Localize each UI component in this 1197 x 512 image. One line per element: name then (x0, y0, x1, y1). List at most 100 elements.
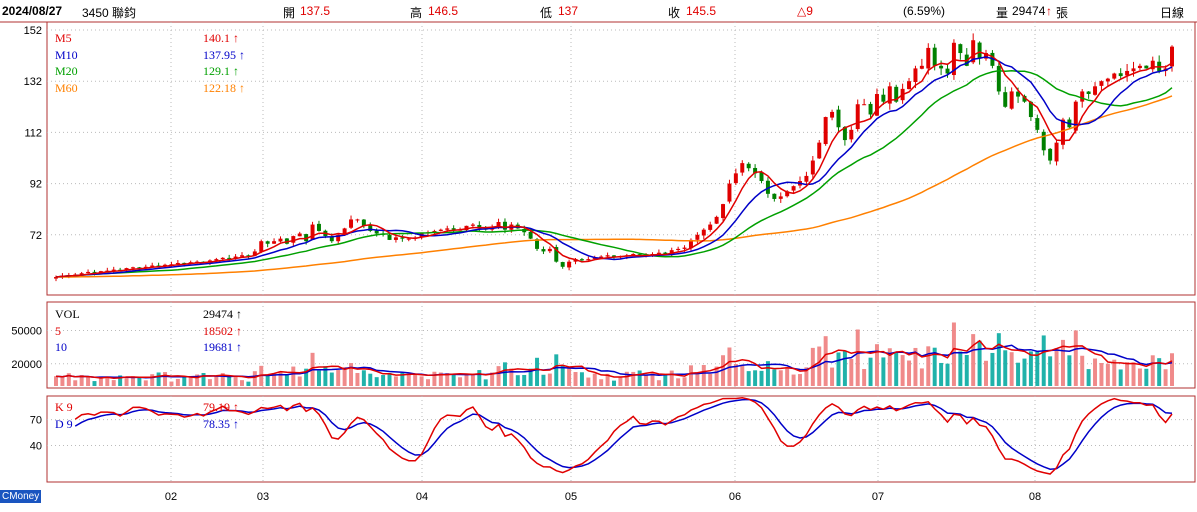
volume-bar (984, 360, 988, 386)
change-value: △9 (797, 4, 813, 18)
volume-bar (483, 379, 488, 386)
x-tick-label: 03 (257, 491, 269, 503)
candle-body (791, 186, 796, 191)
volume-bar (515, 375, 520, 386)
volume-bar (464, 373, 469, 386)
candle-body (111, 269, 116, 271)
volume-bar (240, 380, 244, 386)
volume-bar (990, 352, 995, 386)
volume-bar (207, 379, 212, 386)
candle-body (1073, 101, 1078, 131)
volume-bar (374, 377, 379, 386)
volume-bar (996, 333, 1001, 386)
volume-bar (977, 340, 982, 386)
volume-legend-value: 18502 ↑ (203, 323, 242, 338)
high-value: 146.5 (428, 4, 459, 18)
candle-body (297, 233, 302, 237)
volume-bar (964, 355, 969, 386)
volume-bar (560, 365, 565, 386)
volume-bar (631, 371, 636, 386)
volume-bar (862, 369, 867, 386)
candle-body (868, 103, 873, 115)
candle-body (785, 191, 790, 197)
volume-bar (490, 372, 495, 386)
volume-bar (105, 376, 110, 386)
volume-bar (676, 378, 681, 386)
volume-bar (92, 381, 97, 386)
volume-bar (1170, 353, 1174, 386)
candle-body (567, 261, 572, 268)
volume-bar (509, 368, 514, 386)
price-legend-value: 129.1 ↑ (203, 64, 239, 78)
volume-bar (714, 366, 719, 386)
volume-bar (175, 378, 180, 386)
low-value: 137 (558, 4, 579, 18)
volume-bar (791, 374, 796, 386)
candle-body (361, 219, 366, 226)
volume-bar (746, 371, 751, 386)
volume-bar (765, 361, 770, 386)
volume-bar (1163, 369, 1168, 386)
k-line (74, 397, 1173, 475)
candle-body (708, 224, 713, 230)
quote-header: 2024/08/27 3450 聯鈞 開 137.5 高 146.5 低 137… (0, 0, 1197, 22)
volume-bar (329, 372, 334, 386)
volume-bar (798, 374, 802, 386)
candle-body (881, 94, 886, 102)
candle-body (842, 126, 847, 141)
volume-bar (624, 371, 629, 386)
ma5-line (55, 51, 1173, 278)
candle-body (547, 248, 552, 252)
price-panel-frame (46, 21, 1196, 296)
candle-body (438, 229, 443, 231)
volume-bar (554, 354, 559, 386)
candle-body (272, 241, 277, 244)
candle-body (1131, 68, 1136, 72)
change-percent: (6.59%) (903, 4, 946, 18)
volume-bar (932, 347, 937, 386)
volume-bar (451, 373, 456, 386)
candle-body (663, 252, 668, 254)
ma60-line (56, 95, 1173, 278)
volume-bar (195, 374, 200, 386)
volume-bar (143, 380, 148, 386)
volume-bar (644, 374, 649, 386)
candle-body (246, 255, 251, 257)
volume-bar (1073, 330, 1078, 386)
kd-legend-name: D 9 (55, 416, 73, 431)
candle-body (586, 259, 591, 261)
price-legend-value: 140.1 ↑ (203, 31, 239, 45)
price-tick-label: 132 (24, 76, 42, 88)
candle-body (951, 42, 956, 76)
volume-bar (612, 380, 616, 386)
volume-bar (477, 370, 482, 386)
candle-body (368, 225, 373, 231)
candle-body (1086, 91, 1091, 94)
volume-bar (535, 357, 540, 386)
volume-bar (656, 380, 661, 386)
volume-bar (868, 357, 873, 386)
x-tick-label: 06 (729, 491, 741, 503)
candle-body (105, 270, 110, 272)
candle-body (823, 117, 828, 145)
candle-body (1016, 91, 1021, 97)
volume-bar (1054, 348, 1059, 386)
candle-body (1099, 81, 1104, 86)
volume-bar (1125, 362, 1130, 386)
candle-body (554, 247, 559, 262)
candle-body (765, 180, 770, 194)
volume-bar (637, 370, 642, 386)
volume-tick-label: 50000 (11, 325, 42, 337)
volume-bar (900, 355, 905, 386)
candle-body (387, 235, 392, 240)
candle-body (451, 228, 456, 230)
period-selector[interactable]: 日線 (1160, 6, 1185, 20)
candle-body (528, 231, 533, 239)
volume-bar (971, 334, 976, 386)
candle-body (945, 68, 950, 74)
candle-body (971, 40, 976, 63)
candle-body (355, 219, 360, 221)
volume-bar (663, 374, 668, 386)
candle-body (887, 86, 892, 104)
